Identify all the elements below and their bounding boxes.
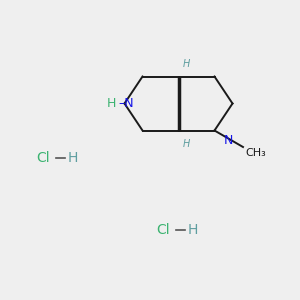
Text: CH₃: CH₃	[245, 148, 266, 158]
Text: H: H	[68, 151, 78, 164]
Text: H: H	[188, 223, 198, 236]
Text: H: H	[183, 59, 190, 69]
Text: H: H	[183, 139, 190, 148]
Text: –N: –N	[118, 97, 134, 110]
Text: H: H	[107, 97, 116, 110]
Text: Cl: Cl	[36, 151, 50, 164]
Text: N: N	[224, 134, 233, 147]
Text: Cl: Cl	[156, 223, 169, 236]
